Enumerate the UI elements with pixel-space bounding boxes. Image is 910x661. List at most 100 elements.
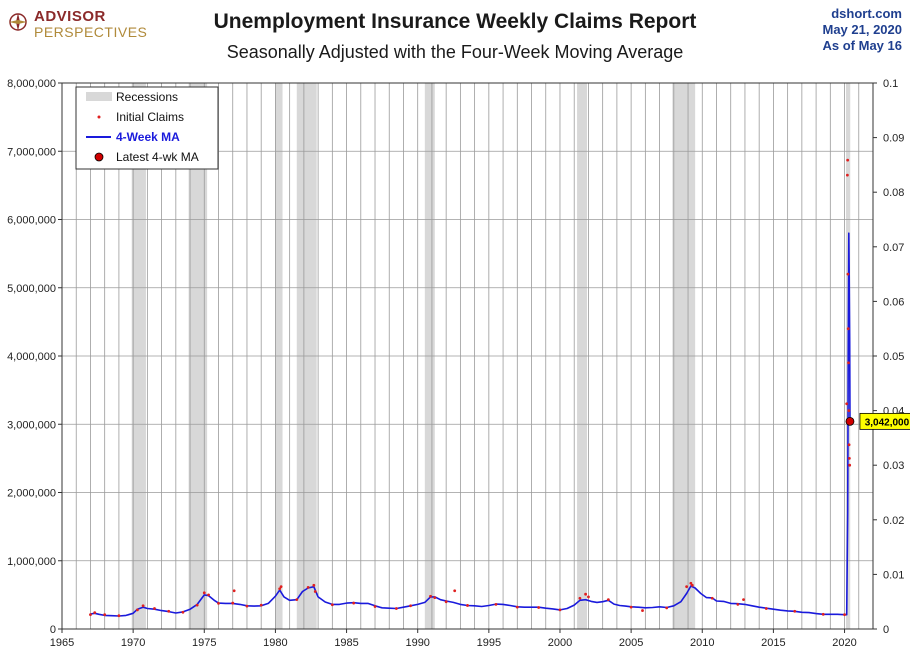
initial-claims-point bbox=[665, 606, 669, 610]
y-tick-label: 0 bbox=[50, 624, 56, 636]
initial-claims-point bbox=[195, 603, 199, 607]
initial-claims-point bbox=[710, 596, 714, 600]
x-tick-label: 1990 bbox=[405, 637, 429, 649]
y2-tick-label: 0.1 bbox=[883, 78, 898, 90]
initial-claims-layer bbox=[89, 158, 852, 618]
initial-claims-point bbox=[537, 606, 541, 609]
initial-claims-point bbox=[93, 611, 97, 615]
initial-claims-point bbox=[141, 604, 145, 608]
legend: Recessions Initial Claims 4-Week MA Late… bbox=[75, 86, 219, 170]
initial-claims-point bbox=[313, 590, 317, 593]
y2-tick-label: 0.01 bbox=[883, 569, 904, 581]
y-tick-label: 5,000,000 bbox=[7, 283, 56, 295]
y2-tick-label: 0.08 bbox=[883, 187, 904, 199]
initial-claims-point bbox=[278, 587, 282, 591]
initial-claims-point bbox=[352, 601, 356, 605]
initial-claims-point bbox=[847, 409, 851, 412]
chart-title: Unemployment Insurance Weekly Claims Rep… bbox=[213, 10, 697, 33]
y2-tick-label: 0.03 bbox=[883, 460, 904, 472]
initial-claims-point bbox=[846, 272, 850, 276]
y2-tick-label: 0.05 bbox=[883, 351, 904, 363]
initial-claims-point bbox=[515, 605, 519, 609]
initial-claims-point bbox=[89, 613, 92, 617]
ma-line-layer bbox=[90, 232, 851, 617]
y-tick-label: 1,000,000 bbox=[7, 556, 56, 568]
initial-claims-point bbox=[444, 600, 448, 604]
initial-claims-point bbox=[736, 603, 740, 606]
initial-claims-point bbox=[847, 361, 850, 365]
y2-axis: 00.010.020.030.040.050.060.070.080.090.1 bbox=[873, 78, 904, 636]
initial-claims-point bbox=[845, 173, 849, 177]
source-info: dshort.com May 21, 2020 As of May 16 bbox=[822, 6, 902, 54]
initial-claims-point bbox=[232, 589, 236, 593]
initial-claims-point bbox=[847, 456, 851, 460]
y2-tick-label: 0.02 bbox=[883, 515, 904, 527]
x-tick-label: 2005 bbox=[619, 637, 643, 649]
legend-ma-label: 4-Week MA bbox=[116, 130, 180, 144]
x-tick-label: 1970 bbox=[121, 637, 145, 649]
initial-claims-point bbox=[312, 583, 316, 587]
legend-recessions-label: Recessions bbox=[116, 90, 178, 104]
legend-latest-label: Latest 4-wk MA bbox=[116, 150, 199, 164]
initial-claims-point bbox=[117, 614, 121, 618]
x-axis: 1965 1970 1975 1980 1985 1990 1995 2000 2005 2010… bbox=[50, 629, 857, 649]
initial-claims-point bbox=[578, 596, 582, 600]
initial-claims-point bbox=[409, 604, 412, 608]
initial-claims-point bbox=[202, 591, 206, 595]
latest-marker-layer: 3,042,000 bbox=[845, 412, 910, 430]
y-tick-label: 8,000,000 bbox=[7, 78, 56, 90]
initial-claims-point bbox=[641, 609, 644, 612]
logo-text-bottom: PERSPECTIVES bbox=[34, 24, 148, 40]
initial-claims-point bbox=[245, 604, 249, 608]
initial-claims-point bbox=[606, 598, 610, 602]
x-tick-label: 1965 bbox=[50, 637, 74, 649]
source-asof: As of May 16 bbox=[822, 38, 902, 53]
initial-claims-point bbox=[330, 603, 334, 607]
x-tick-label: 1995 bbox=[477, 637, 501, 649]
initial-claims-point bbox=[764, 607, 768, 610]
x-tick-label: 2020 bbox=[832, 637, 856, 649]
initial-claims-point bbox=[259, 603, 263, 607]
y-axis: 0 1,000,000 2,000,000 3,000,000 4,000,000 5,0… bbox=[7, 78, 62, 636]
initial-claims-point bbox=[845, 402, 849, 406]
initial-claims-point bbox=[846, 327, 850, 331]
y-tick-label: 4,000,000 bbox=[7, 351, 56, 363]
y-tick-label: 7,000,000 bbox=[7, 146, 56, 158]
x-tick-label: 2015 bbox=[761, 637, 785, 649]
initial-claims-point bbox=[587, 595, 590, 599]
legend-claims-label: Initial Claims bbox=[116, 110, 184, 124]
initial-claims-point bbox=[846, 158, 850, 162]
y-tick-label: 3,000,000 bbox=[7, 419, 56, 431]
y2-tick-label: 0.07 bbox=[883, 242, 904, 254]
logo-text-top: ADVISOR bbox=[34, 8, 106, 25]
compass-logo-icon bbox=[9, 13, 27, 31]
initial-claims-point bbox=[584, 592, 587, 596]
initial-claims-point bbox=[394, 607, 398, 610]
initial-claims-point bbox=[167, 609, 171, 613]
initial-claims-point bbox=[843, 613, 846, 617]
x-tick-label: 1985 bbox=[334, 637, 358, 649]
initial-claims-point bbox=[231, 601, 235, 605]
x-tick-label: 2010 bbox=[690, 637, 714, 649]
x-tick-label: 1975 bbox=[192, 637, 216, 649]
initial-claims-point bbox=[295, 598, 299, 602]
initial-claims-point bbox=[847, 443, 851, 447]
initial-claims-point bbox=[103, 613, 107, 617]
initial-claims-point bbox=[207, 593, 210, 597]
chart-subtitle: Seasonally Adjusted with the Four-Week M… bbox=[226, 42, 684, 62]
x-tick-label: 1980 bbox=[263, 637, 287, 649]
initial-claims-point bbox=[742, 598, 745, 602]
initial-claims-point bbox=[217, 602, 220, 605]
initial-claims-point bbox=[433, 596, 437, 600]
initial-claims-point bbox=[153, 607, 156, 610]
initial-claims-point bbox=[494, 603, 498, 606]
initial-claims-point bbox=[629, 605, 633, 609]
initial-claims-point bbox=[373, 605, 377, 608]
initial-claims-point bbox=[821, 612, 825, 616]
initial-claims-point bbox=[690, 583, 694, 587]
series-4-week-ma bbox=[90, 232, 851, 617]
initial-claims-point bbox=[279, 585, 283, 589]
legend-latest-swatch bbox=[94, 152, 104, 162]
y-tick-label: 2,000,000 bbox=[7, 488, 56, 500]
